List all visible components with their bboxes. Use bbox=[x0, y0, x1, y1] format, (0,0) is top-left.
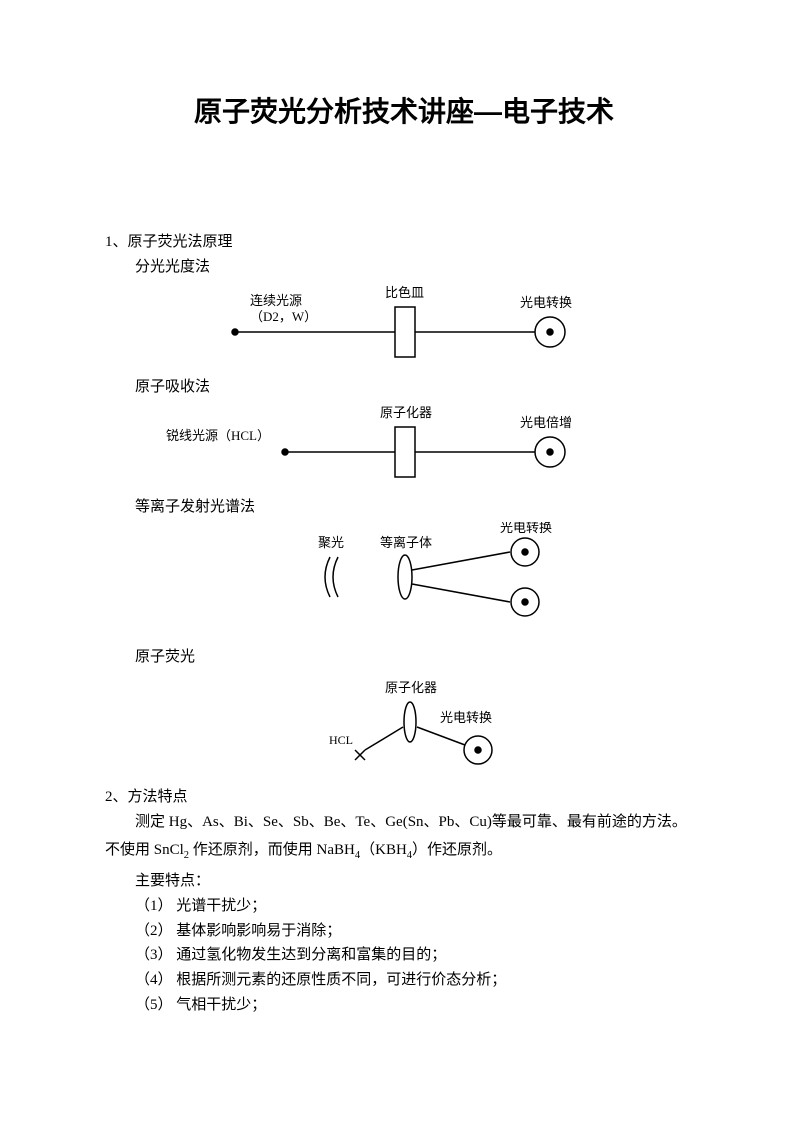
feature-item: （1） 光谱干扰少； bbox=[135, 894, 703, 919]
diagram-af: HCL 原子化器 光电转换 bbox=[105, 672, 703, 777]
p2-mid: 作还原剂，而使用 NaBH bbox=[189, 842, 355, 858]
section2-heading: 2、方法特点 bbox=[105, 785, 703, 806]
feature-item: （4） 根据所测元素的还原性质不同，可进行价态分析； bbox=[135, 968, 703, 993]
section2-p2: 不使用 SnCl2 作还原剂，而使用 NaBH4（KBH4）作还原剂。 bbox=[105, 838, 703, 865]
diagram-icp: 聚光 等离子体 光电转换 bbox=[105, 522, 703, 637]
d1-source-l1: 连续光源 bbox=[250, 293, 302, 308]
d3-focus: 聚光 bbox=[318, 535, 344, 550]
page-title: 原子荧光分析技术讲座—电子技术 bbox=[105, 90, 703, 130]
feature-item: （5） 气相干扰少； bbox=[135, 993, 703, 1018]
d4-middle: 原子化器 bbox=[385, 680, 437, 695]
features-label: 主要特点： bbox=[135, 869, 703, 890]
d3-plasma: 等离子体 bbox=[380, 535, 432, 550]
diagram-spectrophotometry: 连续光源 （D2，W） 比色皿 光电转换 bbox=[105, 282, 703, 367]
d3-detector: 光电转换 bbox=[500, 522, 552, 535]
d2-detector: 光电倍增 bbox=[520, 415, 572, 430]
section2-p1: 测定 Hg、As、Bi、Se、Sb、Be、Te、Ge(Sn、Pb、Cu)等最可靠… bbox=[105, 810, 703, 834]
p2-mid2: （KBH bbox=[360, 842, 407, 858]
method2-label: 原子吸收法 bbox=[135, 375, 703, 396]
d2-middle: 原子化器 bbox=[380, 405, 432, 420]
d1-source-l2: （D2，W） bbox=[250, 309, 317, 324]
method1-label: 分光光度法 bbox=[135, 255, 703, 276]
p2-prefix: 不使用 SnCl bbox=[105, 842, 184, 858]
d1-detector: 光电转换 bbox=[520, 295, 572, 310]
d4-detector: 光电转换 bbox=[440, 710, 492, 725]
d2-source: 锐线光源（HCL） bbox=[166, 428, 270, 443]
method4-label: 原子荧光 bbox=[135, 645, 703, 666]
diagram-aas: 锐线光源（HCL） 原子化器 光电倍增 bbox=[105, 402, 703, 487]
method3-label: 等离子发射光谱法 bbox=[135, 495, 703, 516]
d4-source: HCL bbox=[329, 733, 353, 747]
section1-heading: 1、原子荧光法原理 bbox=[105, 230, 703, 251]
feature-item: （3） 通过氢化物发生达到分离和富集的目的； bbox=[135, 943, 703, 968]
d1-middle: 比色皿 bbox=[385, 285, 424, 300]
p2-suffix: ）作还原剂。 bbox=[412, 842, 502, 858]
feature-item: （2） 基体影响影响易于消除； bbox=[135, 919, 703, 944]
